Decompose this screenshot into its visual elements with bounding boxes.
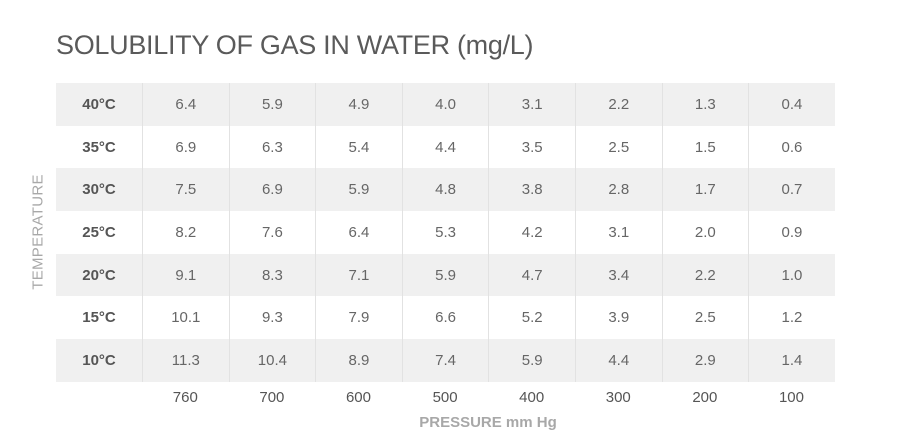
table-cell: 2.0 <box>661 211 749 254</box>
table-cell: 3.8 <box>488 168 575 212</box>
table-cell: 4.4 <box>574 339 662 382</box>
table-cell: 5.9 <box>315 168 402 212</box>
x-tick: 700 <box>259 388 285 406</box>
table-cell: 3.5 <box>488 125 575 169</box>
table-row: 10°C 11.3 10.4 8.9 7.4 5.9 4.4 2.9 1.4 <box>56 339 835 382</box>
table-row: 30°C 7.5 6.9 5.9 4.8 3.8 2.8 1.7 0.7 <box>56 168 835 212</box>
x-tick: 600 <box>345 388 371 406</box>
table-row: 15°C 10.1 9.3 7.9 6.6 5.2 3.9 2.5 1.2 <box>56 296 835 340</box>
table-cell: 9.3 <box>228 296 316 340</box>
table-row: 20°C 9.1 8.3 7.1 5.9 4.7 3.4 2.2 1.0 <box>56 253 835 297</box>
table-cell: 5.4 <box>315 125 402 169</box>
table-row: 35°C 6.9 6.3 5.4 4.4 3.5 2.5 1.5 0.6 <box>56 125 835 169</box>
table-cell: 3.4 <box>574 253 662 297</box>
table-cell: 1.4 <box>748 339 835 382</box>
x-tick: 200 <box>692 388 718 406</box>
table-cell: 0.4 <box>748 83 835 126</box>
tick-spacer <box>56 383 142 411</box>
table-cell: 2.8 <box>574 168 662 212</box>
table-cell: 2.9 <box>661 339 749 382</box>
row-header: 40°C <box>82 95 116 113</box>
table-cell: 4.2 <box>488 211 575 254</box>
table-cell: 2.2 <box>661 253 749 297</box>
table-cell: 10.1 <box>142 296 229 340</box>
table-cell: 4.4 <box>401 125 489 169</box>
table-cell: 5.2 <box>488 296 575 340</box>
table-cell: 11.3 <box>142 339 229 382</box>
table-cell: 0.7 <box>748 168 835 212</box>
table-cell: 8.3 <box>228 253 316 297</box>
row-header: 25°C <box>82 223 116 241</box>
table-cell: 5.9 <box>401 253 489 297</box>
table-cell: 8.2 <box>142 211 229 254</box>
table-cell: 3.9 <box>574 296 662 340</box>
y-axis-label: TEMPERATURE <box>29 174 47 290</box>
table-cell: 1.5 <box>661 125 749 169</box>
table-cell: 1.7 <box>661 168 749 212</box>
chart-title: SOLUBILITY OF GAS IN WATER (mg/L) <box>56 30 534 60</box>
table-cell: 9.1 <box>142 253 229 297</box>
table-cell: 1.2 <box>748 296 835 340</box>
table-cell: 6.6 <box>401 296 489 340</box>
x-axis-label: PRESSURE mm Hg <box>419 414 557 431</box>
x-tick: 100 <box>778 388 804 406</box>
table-cell: 5.3 <box>401 211 489 254</box>
table-cell: 7.1 <box>315 253 402 297</box>
table-cell: 2.2 <box>574 83 662 126</box>
table-cell: 4.0 <box>401 83 489 126</box>
table-cell: 7.5 <box>142 168 229 212</box>
row-header: 15°C <box>82 309 116 327</box>
table-cell: 6.3 <box>228 125 316 169</box>
table-cell: 3.1 <box>574 211 662 254</box>
table-cell: 7.4 <box>401 339 489 382</box>
table-cell: 7.9 <box>315 296 402 340</box>
table-cell: 4.7 <box>488 253 575 297</box>
x-tick: 500 <box>432 388 458 406</box>
table-cell: 6.4 <box>315 211 402 254</box>
table-cell: 4.8 <box>401 168 489 212</box>
table-cell: 0.6 <box>748 125 835 169</box>
x-tick: 400 <box>519 388 545 406</box>
table-row: 40°C 6.4 5.9 4.9 4.0 3.1 2.2 1.3 0.4 <box>56 83 835 126</box>
table-cell: 6.9 <box>142 125 229 169</box>
x-axis-ticks: 760 700 600 500 400 300 200 100 <box>56 383 835 411</box>
row-header: 30°C <box>82 181 116 199</box>
row-header: 35°C <box>82 138 116 156</box>
table-cell: 1.0 <box>748 253 835 297</box>
table-cell: 3.1 <box>488 83 575 126</box>
table-cell: 4.9 <box>315 83 402 126</box>
x-tick: 760 <box>172 388 198 406</box>
table-cell: 8.9 <box>315 339 402 382</box>
table-cell: 6.9 <box>228 168 316 212</box>
table-cell: 2.5 <box>574 125 662 169</box>
table-cell: 10.4 <box>228 339 316 382</box>
row-header: 10°C <box>82 351 116 369</box>
table-cell: 1.3 <box>661 83 749 126</box>
table-cell: 5.9 <box>228 83 316 126</box>
table-cell: 6.4 <box>142 83 229 126</box>
table-cell: 0.9 <box>748 211 835 254</box>
table-cell: 5.9 <box>488 339 575 382</box>
row-header: 20°C <box>82 266 116 284</box>
solubility-table: 40°C 6.4 5.9 4.9 4.0 3.1 2.2 1.3 0.4 35°… <box>56 83 835 382</box>
table-row: 25°C 8.2 7.6 6.4 5.3 4.2 3.1 2.0 0.9 <box>56 211 835 254</box>
table-cell: 7.6 <box>228 211 316 254</box>
table-cell: 2.5 <box>661 296 749 340</box>
x-tick: 300 <box>605 388 631 406</box>
